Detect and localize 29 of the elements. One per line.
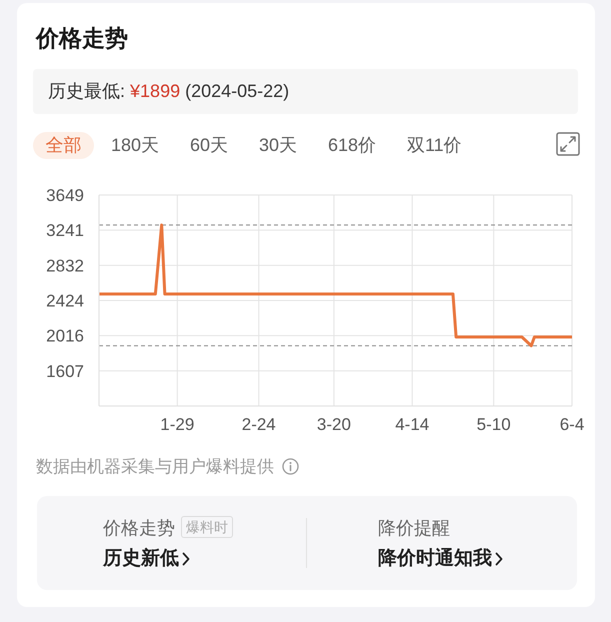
y-tick-label: 2832 (46, 256, 84, 276)
y-tick-label: 1607 (46, 362, 84, 381)
y-tick-label: 3241 (46, 221, 84, 240)
text: 180天 (111, 135, 160, 155)
x-tick-label: 1-29 (160, 415, 194, 434)
y-tick-label: 2424 (46, 292, 84, 311)
text: 价格走势 (36, 25, 128, 51)
text: ¥1899 (130, 81, 180, 101)
text: 历史最低: (48, 81, 126, 101)
x-tick-label: 4-14 (395, 415, 430, 434)
text: 数据由机器采集与用户爆料提供 (36, 456, 274, 478)
text: 618价 (328, 135, 376, 155)
x-tick-label: 2-24 (242, 415, 276, 434)
text: 60天 (190, 135, 228, 155)
text: 30天 (259, 135, 298, 155)
y-tick-label: 2016 (46, 326, 84, 346)
text: 爆料时 (186, 519, 228, 535)
text: 降价时通知我 (378, 548, 492, 569)
text: 价格走势 (103, 518, 175, 538)
line-series (99, 224, 572, 348)
x-tick-label: 5-10 (476, 415, 511, 434)
x-tick-label: 3-20 (316, 415, 351, 434)
x-tick-label: 6-4 (560, 415, 584, 434)
text: 历史新低 (103, 548, 179, 569)
text: 全部 (46, 135, 82, 155)
text: 降价提醒 (378, 518, 450, 538)
y-tick-label: 3649 (46, 186, 84, 206)
text: (2024-05-22) (185, 81, 290, 101)
text: 双11价 (407, 135, 462, 155)
